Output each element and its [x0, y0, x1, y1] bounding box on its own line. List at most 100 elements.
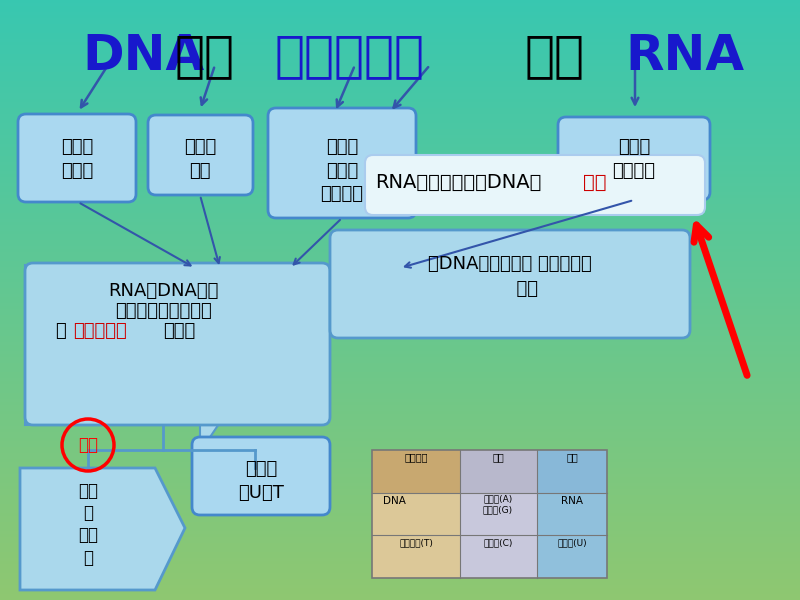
Bar	[0, 471, 800, 474]
Bar	[0, 60, 800, 63]
Text: RNA: RNA	[561, 496, 583, 506]
Text: DNA: DNA	[82, 32, 204, 80]
Bar	[0, 585, 800, 588]
Bar	[0, 105, 800, 108]
Bar	[0, 510, 800, 513]
Bar	[0, 453, 800, 456]
Bar	[0, 231, 800, 234]
Bar	[0, 333, 800, 336]
Bar	[0, 498, 800, 501]
Bar	[0, 150, 800, 153]
Bar	[0, 387, 800, 390]
Bar	[0, 432, 800, 435]
Bar	[0, 120, 800, 123]
Bar	[0, 33, 800, 36]
Bar	[0, 273, 800, 276]
Bar	[0, 336, 800, 339]
Bar	[0, 363, 800, 366]
Bar	[0, 570, 800, 573]
Bar	[0, 180, 800, 183]
Bar	[0, 243, 800, 246]
Bar	[0, 159, 800, 162]
Bar	[0, 480, 800, 483]
Bar	[0, 513, 800, 516]
Bar	[0, 492, 800, 495]
Bar	[0, 78, 800, 81]
Bar	[0, 543, 800, 546]
Bar	[0, 369, 800, 372]
Bar	[0, 393, 800, 396]
Text: 碘基中
有U代T: 碘基中 有U代T	[238, 460, 284, 502]
Bar	[0, 237, 800, 240]
Bar	[0, 345, 800, 348]
Bar	[0, 234, 800, 237]
Text: 主要: 主要	[78, 436, 98, 454]
Bar	[372, 450, 607, 578]
Bar	[0, 597, 800, 600]
Text: 尿嘴呀(U): 尿嘴呀(U)	[557, 538, 587, 547]
Bar	[0, 507, 800, 510]
Bar	[0, 213, 800, 216]
FancyBboxPatch shape	[365, 155, 705, 215]
FancyBboxPatch shape	[558, 117, 710, 200]
Bar	[0, 396, 800, 399]
Bar	[0, 573, 800, 576]
Bar	[0, 375, 800, 378]
Text: RNA与DNA类似: RNA与DNA类似	[108, 282, 218, 300]
Bar	[0, 477, 800, 480]
Bar	[0, 192, 800, 195]
Bar	[0, 267, 800, 270]
Bar	[372, 450, 460, 493]
Bar	[0, 582, 800, 585]
Bar	[0, 12, 800, 15]
FancyBboxPatch shape	[330, 230, 690, 338]
Bar	[0, 69, 800, 72]
Text: 几乎只
有双链: 几乎只 有双链	[61, 138, 93, 179]
Text: 主要在
核内: 主要在 核内	[184, 138, 216, 179]
Bar	[0, 489, 800, 492]
Bar	[0, 6, 800, 9]
Bar	[0, 399, 800, 402]
Bar	[0, 408, 800, 411]
Bar	[0, 261, 800, 264]
Text: RNA在细胞中作为DNA的: RNA在细胞中作为DNA的	[375, 173, 542, 192]
Text: 磷酸: 磷酸	[492, 452, 504, 462]
Bar	[0, 24, 800, 27]
Bar	[0, 51, 800, 54]
FancyBboxPatch shape	[25, 263, 330, 425]
Bar	[537, 450, 607, 493]
Bar	[0, 420, 800, 423]
Bar	[460, 535, 537, 578]
Bar	[0, 495, 800, 498]
Bar	[0, 465, 800, 468]
Bar	[0, 411, 800, 414]
Bar	[0, 423, 800, 426]
Text: 序列中: 序列中	[163, 322, 195, 340]
FancyBboxPatch shape	[192, 437, 330, 515]
Text: 核糖核苷酸: 核糖核苷酸	[73, 322, 127, 340]
Bar	[0, 528, 800, 531]
Bar	[0, 459, 800, 462]
Bar	[0, 417, 800, 420]
Bar	[0, 30, 800, 33]
Bar	[0, 438, 800, 441]
Bar	[0, 174, 800, 177]
Text: 蛋白质合成: 蛋白质合成	[275, 32, 425, 80]
Bar	[0, 15, 800, 18]
Bar	[460, 450, 537, 493]
Bar	[0, 81, 800, 84]
Bar	[0, 594, 800, 597]
Text: 腺嘴呀(A)
鸟嘴呀(G): 腺嘴呀(A) 鸟嘴呀(G)	[483, 494, 513, 515]
Bar	[372, 535, 460, 578]
Bar	[0, 285, 800, 288]
Bar	[0, 348, 800, 351]
Bar	[0, 123, 800, 126]
Text: 胞嘴呀(C): 胞嘴呀(C)	[483, 538, 513, 547]
Bar	[0, 114, 800, 117]
Bar	[0, 249, 800, 252]
Text: 副本: 副本	[583, 173, 607, 192]
Bar	[0, 426, 800, 429]
Bar	[0, 57, 800, 60]
Bar	[0, 255, 800, 258]
Text: 控制: 控制	[175, 32, 235, 80]
